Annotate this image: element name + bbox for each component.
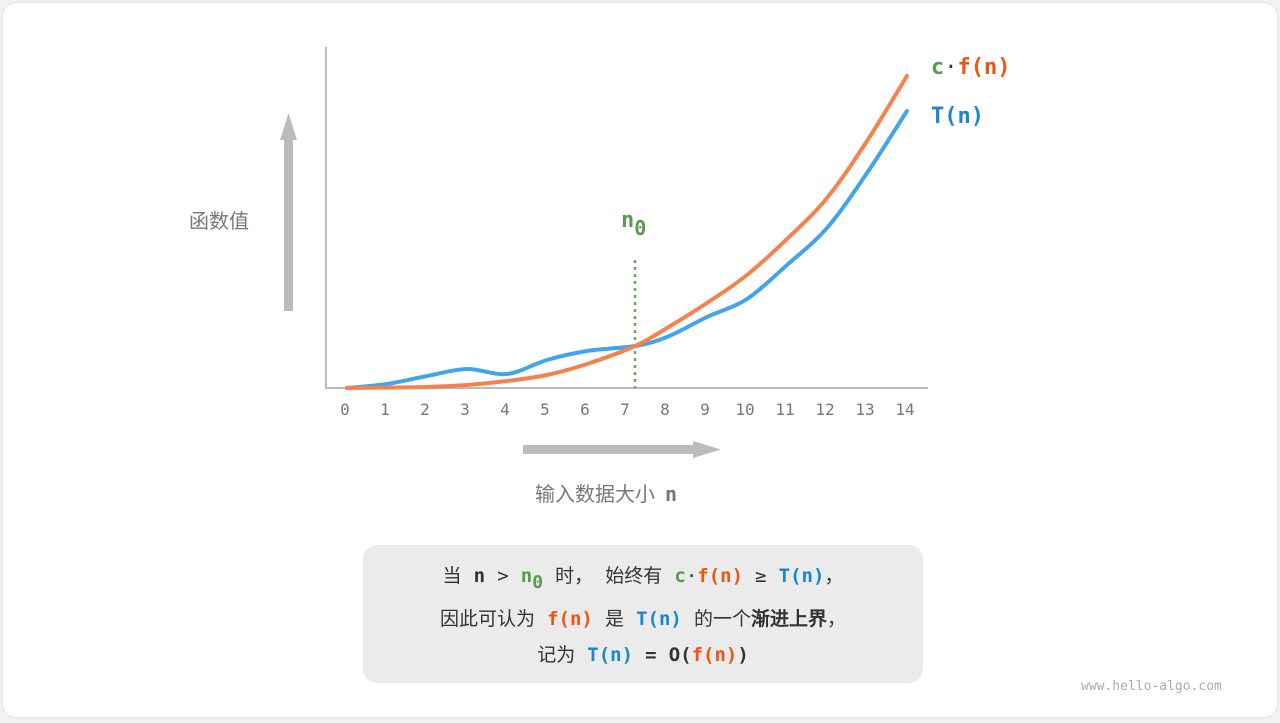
c-f-n-curve — [345, 74, 909, 390]
x-tick: 14 — [895, 400, 915, 419]
x-tick: 7 — [620, 400, 630, 419]
x-axis-label: 输入数据大小 n — [535, 478, 677, 507]
t: 因此可认为 — [440, 608, 536, 630]
t: 渐进上界 — [750, 608, 827, 630]
t: ≥ — [755, 565, 767, 587]
legend-dot: · — [944, 55, 958, 80]
t: = — [645, 644, 657, 666]
t: ) — [737, 644, 749, 666]
n0-sub: 0 — [634, 216, 647, 240]
t: 0 — [532, 572, 544, 593]
watermark: www.hello-algo.com — [1081, 679, 1222, 694]
x-tick: 4 — [500, 400, 510, 419]
x-tick: 10 — [735, 400, 755, 419]
caption-line-2: 因此可认为 f(n) 是 T(n) 的一个渐进上界， — [363, 601, 923, 637]
x-tick: 12 — [815, 400, 835, 419]
t: 当 — [442, 565, 462, 587]
x-tick: 2 — [420, 400, 430, 419]
x-axis-var: n — [665, 482, 678, 506]
x-tick: 3 — [460, 400, 470, 419]
caption-line-1: 当 n > n0 时， 始终有 c·f(n) ≥ T(n)， — [363, 558, 923, 601]
t: f(n) — [547, 608, 593, 630]
t: ， — [824, 565, 844, 587]
x-arrow — [523, 441, 721, 458]
y-axis-label: 函数值 — [189, 209, 249, 233]
t: n — [473, 565, 486, 587]
x-tick: 8 — [660, 400, 670, 419]
x-tick: 6 — [580, 400, 590, 419]
x-tick: 0 — [340, 400, 350, 419]
t: ， — [826, 608, 846, 630]
t-n-curve — [345, 109, 909, 390]
t: c — [674, 565, 686, 587]
caption-box: 当 n > n0 时， 始终有 c·f(n) ≥ T(n)， 因此可认为 f(n… — [363, 545, 923, 683]
x-axis-label-text: 输入数据大小 — [535, 482, 655, 506]
caption-line-3: 记为 T(n) = O(f(n)) — [363, 637, 923, 673]
x-tick: 13 — [855, 400, 875, 419]
t: 的一个 — [693, 608, 751, 630]
n0-base: n — [621, 208, 635, 233]
t: 是 — [604, 608, 624, 630]
plot — [280, 47, 928, 458]
t: n0 — [520, 565, 543, 593]
t: T(n) — [778, 565, 825, 587]
t: 时， — [555, 565, 594, 587]
legend-c: c — [931, 55, 945, 80]
t: f(n) — [697, 565, 744, 587]
x-tick: 5 — [540, 400, 550, 419]
y-arrow — [280, 113, 297, 311]
t: · — [685, 565, 698, 587]
t: n — [520, 565, 533, 587]
x-tick: 11 — [775, 400, 795, 419]
t: f(n) — [691, 644, 738, 666]
x-tick: 1 — [380, 400, 390, 419]
t: > — [497, 565, 509, 587]
legend-f: f(n) — [957, 55, 1011, 80]
t: 始终有 — [605, 565, 663, 587]
t: 记为 — [537, 644, 576, 666]
x-tick: 9 — [700, 400, 710, 419]
n0-label: n0 — [621, 208, 646, 240]
legend-t: T(n) — [931, 104, 984, 129]
t: O( — [668, 644, 692, 666]
t: T(n) — [587, 644, 634, 666]
legend-cf: c·f(n) — [931, 55, 1010, 80]
t: T(n) — [636, 608, 682, 630]
